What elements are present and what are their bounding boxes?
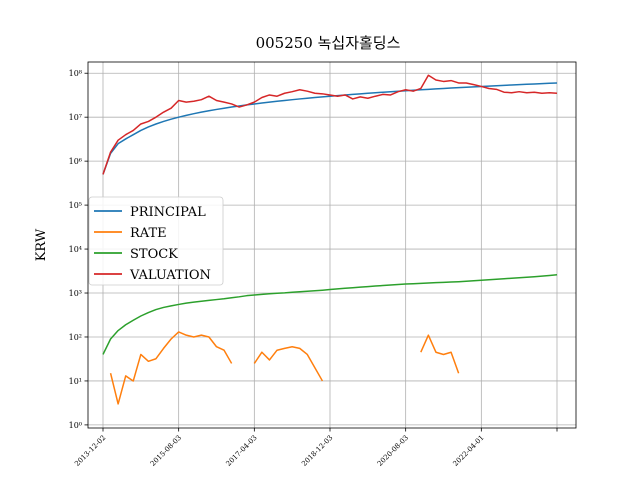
x-tick-label: 2015-08-03	[149, 434, 183, 468]
x-tick-label: 2017-04-03	[225, 434, 259, 468]
plot-area	[102, 74, 558, 405]
y-tick-label: 10³	[69, 289, 82, 298]
x-tick-label: 2022-04-01	[452, 434, 486, 468]
x-tick-label: 2013-12-02	[73, 434, 107, 468]
legend-label: RATE	[130, 226, 167, 241]
y-tick-label: 10⁸	[69, 69, 82, 78]
legend-label: STOCK	[130, 247, 178, 262]
y-tick-label: 10⁶	[69, 157, 82, 166]
y-tick-label: 10⁷	[69, 113, 82, 122]
x-tick-label: 2018-12-03	[300, 434, 334, 468]
y-tick-label: 10¹	[69, 377, 82, 386]
y-tick-label: 10⁴	[69, 245, 82, 254]
series-line	[109, 331, 460, 405]
series-line	[102, 274, 558, 355]
legend: PRINCIPAL RATE STOCK VALUATION	[88, 196, 224, 286]
series-line	[102, 74, 558, 175]
x-tick-label: 2020-08-03	[376, 434, 410, 468]
y-tick-label: 10⁰	[69, 421, 82, 430]
legend-box	[88, 196, 224, 286]
axes-frame	[87, 61, 577, 429]
y-tick-label: 10⁵	[69, 201, 82, 210]
legend-label: PRINCIPAL	[130, 205, 206, 220]
legend-label: VALUATION	[129, 268, 211, 283]
y-axis-label: KRW	[34, 228, 49, 261]
chart-title: 005250 녹십자홀딩스	[256, 34, 401, 52]
y-tick-label: 10²	[69, 333, 82, 342]
